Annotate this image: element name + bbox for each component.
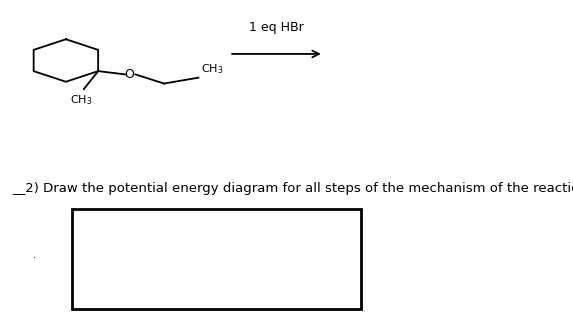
Bar	[72, 209, 361, 309]
Text: CH$_3$: CH$_3$	[201, 62, 224, 76]
Text: CH$_3$: CH$_3$	[70, 93, 92, 107]
Text: __2) Draw the potential energy diagram for all steps of the mechanism of the rea: __2) Draw the potential energy diagram f…	[13, 181, 573, 195]
Text: 1 eq HBr: 1 eq HBr	[249, 21, 304, 34]
Text: O: O	[125, 68, 135, 81]
Text: .: .	[33, 250, 36, 260]
